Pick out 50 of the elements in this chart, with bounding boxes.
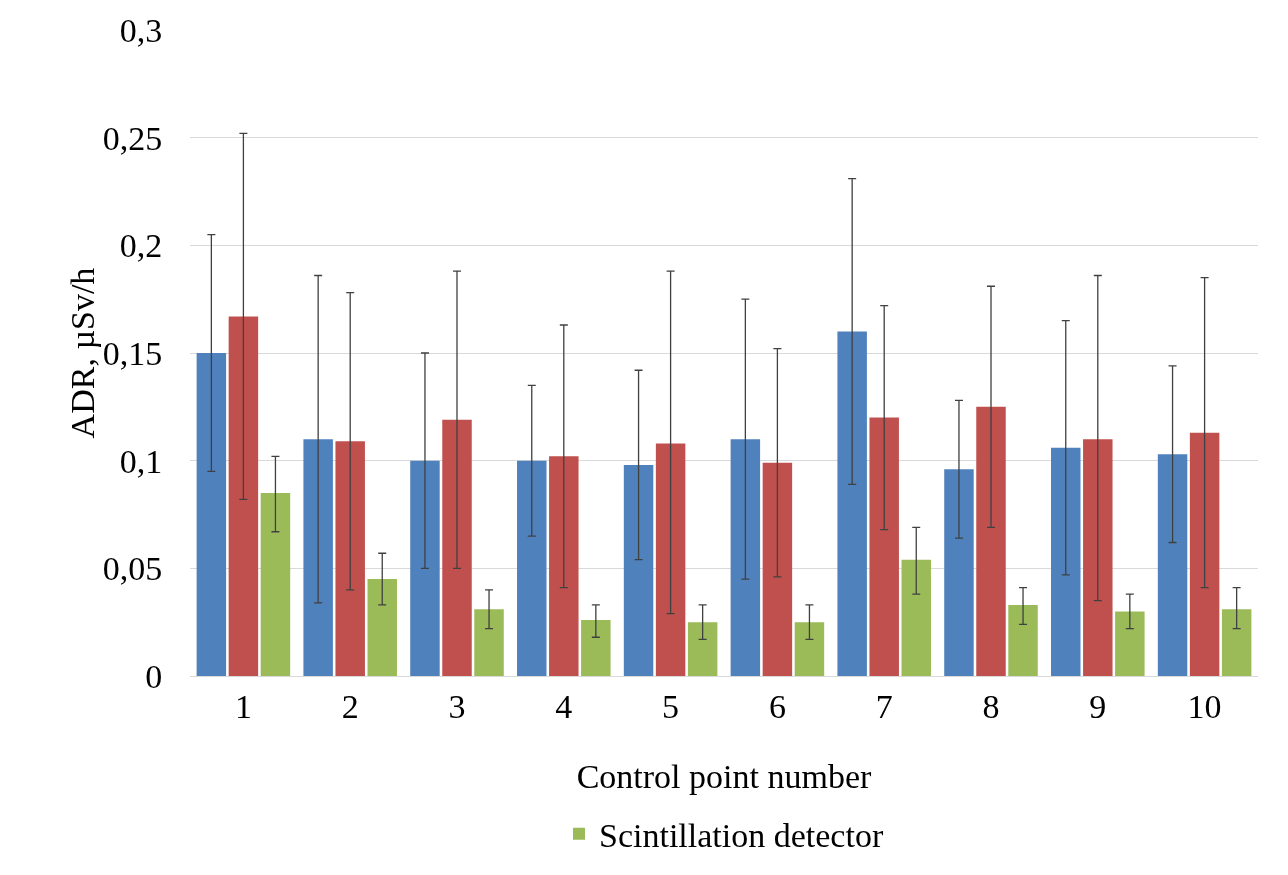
bar [1157,454,1188,676]
bar [581,620,611,676]
bar [730,439,761,676]
x-tick-label: 9 [1089,687,1107,725]
y-tick-label: 0 [145,657,163,695]
bar [976,406,1006,676]
y-tick-label: 0,1 [119,442,163,480]
bar [762,462,793,676]
bar [549,456,579,676]
bar [517,460,547,676]
bar [260,492,291,676]
bar [303,439,333,676]
bar [901,559,931,676]
bar [687,622,718,676]
x-tick-label: 5 [662,687,680,725]
bar [1083,439,1113,676]
bar [335,441,365,676]
y-tick-label: 0,15 [102,334,163,372]
bar [1008,604,1038,676]
bar [410,460,440,676]
x-tick-label: 7 [875,687,893,725]
y-axis-title: ADR, µSv/h [63,267,101,439]
x-tick-label: 6 [768,687,786,725]
bar [474,609,504,676]
bar [869,417,899,676]
bar [228,316,259,676]
bar [837,331,867,676]
x-tick-label: 3 [448,687,466,725]
x-tick-label: 2 [341,687,359,725]
x-tick-label: 4 [555,687,573,725]
bar [794,622,825,676]
y-tick-label: 0,05 [102,550,163,588]
x-tick-label: 8 [982,687,1000,725]
legend-label: Scintillation detector [599,817,884,855]
bar [367,579,397,676]
x-tick-label: 10 [1187,687,1222,725]
bar [1221,609,1252,676]
bar [655,443,686,676]
bar [1189,432,1220,676]
bar [442,419,472,676]
y-tick-label: 0,2 [119,227,163,265]
bar [1051,447,1081,676]
bar [1115,611,1145,676]
x-axis-title: Control point number [576,758,872,795]
x-tick-label: 1 [234,687,252,725]
bar [623,464,654,676]
bar [944,469,974,676]
y-tick-label: 0,3 [119,11,163,49]
bar [196,353,227,676]
y-tick-label: 0,25 [102,119,163,157]
